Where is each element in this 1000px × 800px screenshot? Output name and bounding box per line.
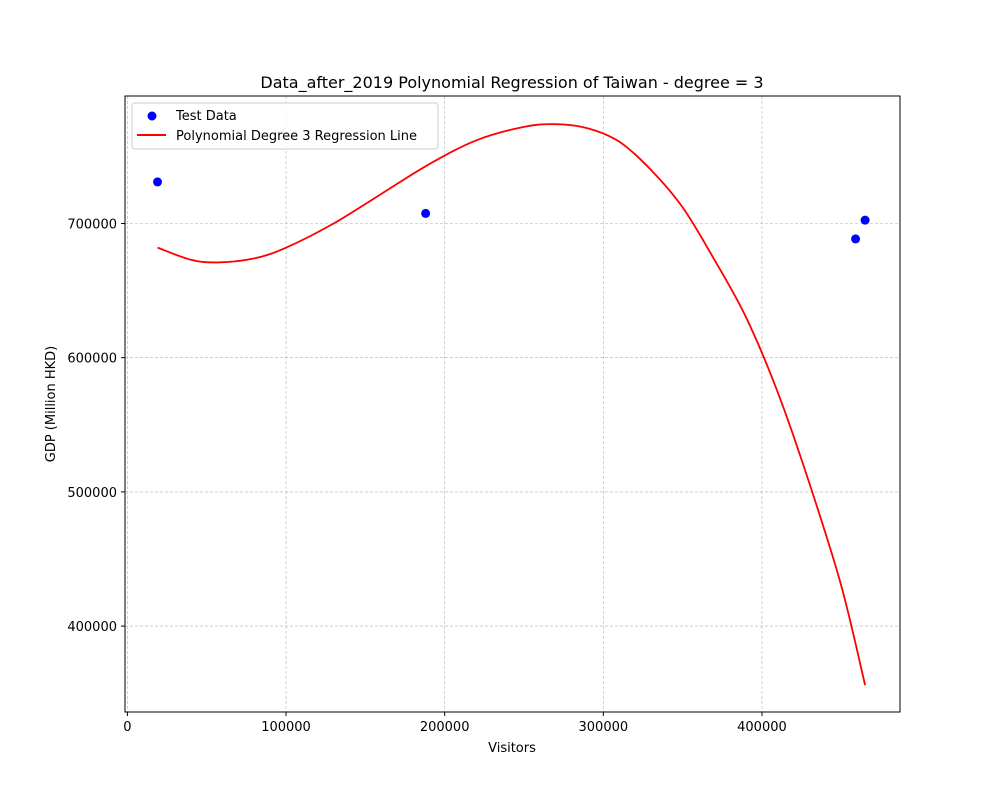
legend-box [131, 102, 439, 150]
legend-label-regression-line: Polynomial Degree 3 Regression Line [176, 129, 417, 144]
x-tick-label: 200000 [420, 720, 470, 735]
x-tick-label: 100000 [261, 720, 311, 735]
legend-label-test-data: Test Data [175, 109, 237, 124]
scatter-layer [153, 177, 870, 244]
test-data-point [860, 215, 870, 225]
grid-lines [125, 96, 900, 712]
test-data-point [153, 177, 163, 187]
test-data-point [851, 234, 861, 244]
x-axis-title: Visitors [488, 741, 536, 756]
plot-frame [124, 95, 901, 713]
x-tick-label: 400000 [737, 720, 787, 735]
y-tick-label: 700000 [67, 217, 117, 232]
chart-title: Data_after_2019 Polynomial Regression of… [260, 73, 763, 93]
y-axis-title: GDP (Million HKD) [44, 346, 59, 463]
legend-marker-test-data [147, 111, 157, 121]
plot-area [124, 95, 901, 713]
y-tick-label: 400000 [67, 620, 117, 635]
y-axis: 400000 500000 600000 700000 [67, 217, 125, 635]
x-axis: 0 100000 200000 300000 400000 [123, 712, 787, 735]
regression-line [157, 123, 866, 686]
x-tick-label: 0 [123, 720, 131, 735]
y-tick-label: 500000 [67, 486, 117, 501]
test-data-point [421, 208, 431, 218]
legend: Test Data Polynomial Degree 3 Regression… [131, 102, 439, 150]
regression-line-layer [157, 123, 866, 686]
x-tick-label: 300000 [579, 720, 629, 735]
y-tick-label: 600000 [67, 352, 117, 367]
